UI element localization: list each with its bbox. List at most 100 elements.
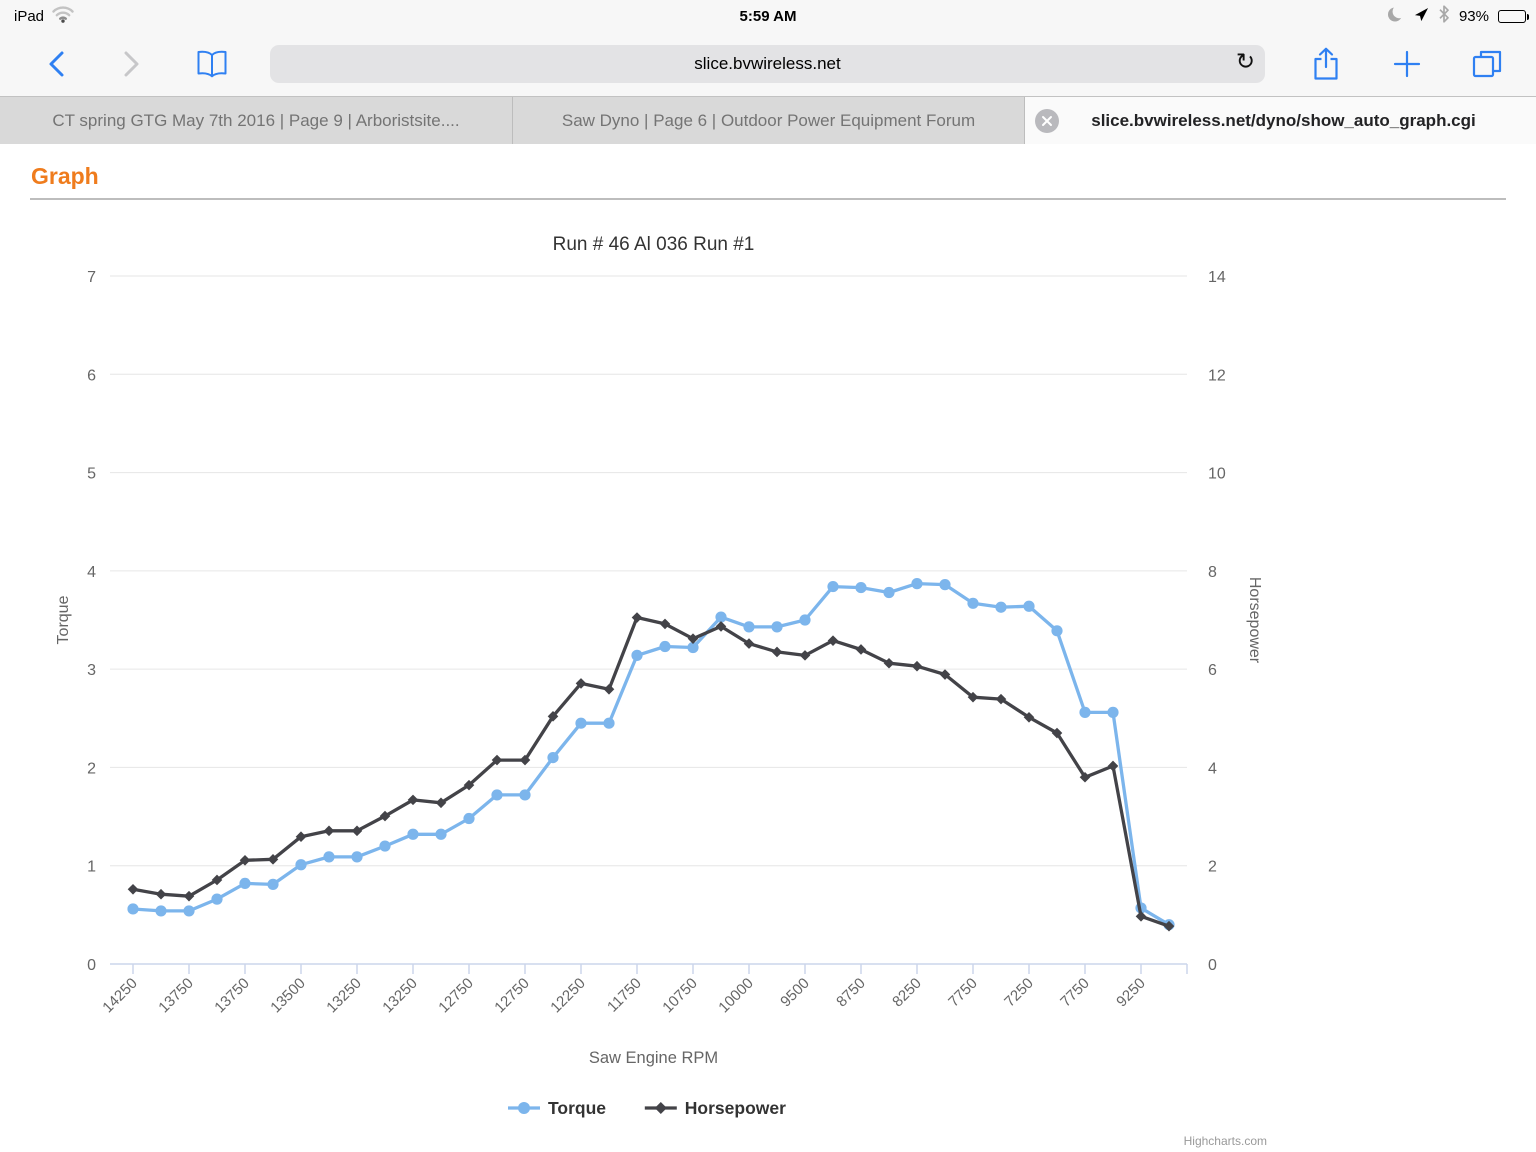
- data-point-circle[interactable]: [631, 649, 643, 661]
- data-point-diamond[interactable]: [911, 660, 923, 672]
- data-point-circle[interactable]: [911, 578, 923, 590]
- back-button[interactable]: [36, 32, 76, 96]
- new-tab-button[interactable]: [1384, 32, 1430, 96]
- x-axis-tick-label: 13250: [323, 975, 365, 1017]
- tab-overview-button[interactable]: [1463, 32, 1511, 96]
- data-point-diamond[interactable]: [743, 638, 755, 649]
- x-axis-tick-label: 11750: [604, 975, 645, 1016]
- data-point-circle[interactable]: [603, 717, 615, 729]
- data-point-circle[interactable]: [463, 812, 475, 825]
- data-point-diamond[interactable]: [575, 678, 587, 689]
- data-point-circle[interactable]: [1079, 706, 1091, 718]
- data-point-diamond[interactable]: [519, 754, 531, 766]
- data-point-diamond[interactable]: [435, 797, 447, 809]
- data-point-circle[interactable]: [799, 614, 811, 626]
- data-point-diamond[interactable]: [687, 633, 699, 644]
- forward-button[interactable]: [112, 32, 152, 96]
- data-point-diamond[interactable]: [239, 855, 251, 866]
- bookmarks-button[interactable]: [190, 32, 234, 96]
- data-point-diamond[interactable]: [407, 794, 419, 806]
- data-point-diamond[interactable]: [1163, 920, 1175, 932]
- data-point-diamond[interactable]: [1079, 771, 1091, 783]
- data-point-diamond[interactable]: [323, 825, 335, 837]
- data-point-diamond[interactable]: [491, 754, 503, 766]
- y-axis-right-tick-label: 4: [1208, 760, 1217, 777]
- tab-active-show-auto-graph[interactable]: slice.bvwireless.net/dyno/show_auto_grap…: [1024, 97, 1536, 144]
- data-point-diamond[interactable]: [603, 683, 615, 695]
- data-point-circle[interactable]: [379, 840, 391, 852]
- tab-saw-dyno-forum[interactable]: Saw Dyno | Page 6 | Outdoor Power Equipm…: [512, 97, 1024, 144]
- tab-label: CT spring GTG May 7th 2016 | Page 9 | Ar…: [52, 110, 460, 130]
- data-point-circle[interactable]: [407, 828, 419, 840]
- share-button[interactable]: [1303, 32, 1349, 96]
- y-axis-left-tick-label: 7: [87, 269, 96, 286]
- data-point-diamond[interactable]: [463, 779, 475, 791]
- data-point-circle[interactable]: [883, 586, 895, 599]
- data-point-circle[interactable]: [827, 580, 839, 593]
- data-point-circle[interactable]: [267, 878, 279, 890]
- data-point-diamond[interactable]: [1051, 727, 1063, 739]
- data-point-circle[interactable]: [211, 893, 223, 905]
- data-point-circle[interactable]: [743, 621, 755, 633]
- data-point-diamond[interactable]: [771, 646, 783, 658]
- data-point-diamond[interactable]: [211, 874, 223, 886]
- data-point-circle[interactable]: [1023, 600, 1035, 612]
- data-point-circle[interactable]: [715, 611, 727, 623]
- legend-item-horsepower[interactable]: Horsepower: [644, 1098, 786, 1118]
- device-label: iPad: [14, 7, 45, 25]
- data-point-circle[interactable]: [491, 789, 503, 801]
- data-point-diamond[interactable]: [267, 854, 279, 865]
- data-point-circle[interactable]: [1107, 706, 1119, 718]
- credits-label[interactable]: Highcharts.com: [1184, 1134, 1267, 1148]
- tab-arboristsite[interactable]: CT spring GTG May 7th 2016 | Page 9 | Ar…: [0, 97, 512, 144]
- data-point-diamond[interactable]: [799, 650, 811, 661]
- data-point-diamond[interactable]: [715, 621, 727, 632]
- data-point-diamond[interactable]: [351, 825, 363, 837]
- data-point-circle[interactable]: [183, 905, 195, 917]
- data-point-circle[interactable]: [939, 579, 951, 591]
- data-point-circle[interactable]: [323, 851, 335, 863]
- y-axis-right-tick-label: 12: [1208, 367, 1226, 384]
- data-point-diamond[interactable]: [127, 884, 139, 895]
- data-point-circle[interactable]: [995, 601, 1007, 613]
- data-point-circle[interactable]: [435, 828, 447, 840]
- data-point-diamond[interactable]: [547, 711, 559, 722]
- data-point-diamond[interactable]: [939, 669, 951, 680]
- data-point-circle[interactable]: [575, 717, 587, 729]
- data-point-diamond[interactable]: [883, 657, 895, 669]
- do-not-disturb-moon-icon: [1387, 5, 1406, 27]
- data-point-circle[interactable]: [155, 905, 167, 917]
- reload-icon[interactable]: ↻: [1235, 49, 1255, 75]
- data-point-diamond[interactable]: [1107, 760, 1119, 772]
- data-point-diamond[interactable]: [855, 644, 867, 655]
- data-point-circle[interactable]: [1051, 625, 1063, 637]
- data-point-diamond[interactable]: [295, 831, 307, 843]
- data-point-diamond[interactable]: [1135, 911, 1147, 922]
- data-point-circle[interactable]: [547, 752, 559, 764]
- y-axis-right-tick-label: 14: [1208, 269, 1226, 286]
- data-point-circle[interactable]: [855, 581, 867, 594]
- url-bar[interactable]: slice.bvwireless.net ↻: [270, 45, 1265, 83]
- data-point-diamond[interactable]: [827, 635, 839, 646]
- y-axis-right-tick-label: 0: [1208, 957, 1217, 974]
- data-point-diamond[interactable]: [659, 618, 671, 630]
- data-point-diamond[interactable]: [654, 1102, 667, 1114]
- data-point-circle[interactable]: [351, 851, 363, 863]
- data-point-diamond[interactable]: [995, 693, 1007, 705]
- data-point-diamond[interactable]: [183, 890, 195, 902]
- data-point-circle[interactable]: [239, 877, 251, 890]
- x-axis-tick-label: 13750: [155, 975, 197, 1017]
- legend-item-torque[interactable]: Torque: [508, 1098, 606, 1118]
- data-point-circle[interactable]: [519, 789, 531, 801]
- data-point-circle[interactable]: [771, 621, 783, 633]
- tab-close-button[interactable]: [1035, 108, 1059, 133]
- data-point-circle[interactable]: [659, 640, 671, 653]
- data-point-diamond[interactable]: [155, 888, 167, 900]
- data-point-circle[interactable]: [687, 641, 699, 654]
- data-point-circle[interactable]: [295, 859, 307, 871]
- data-point-circle[interactable]: [127, 903, 139, 915]
- data-point-diamond[interactable]: [967, 691, 979, 703]
- data-point-diamond[interactable]: [379, 810, 391, 822]
- data-point-circle[interactable]: [967, 597, 979, 609]
- data-point-diamond[interactable]: [631, 612, 643, 623]
